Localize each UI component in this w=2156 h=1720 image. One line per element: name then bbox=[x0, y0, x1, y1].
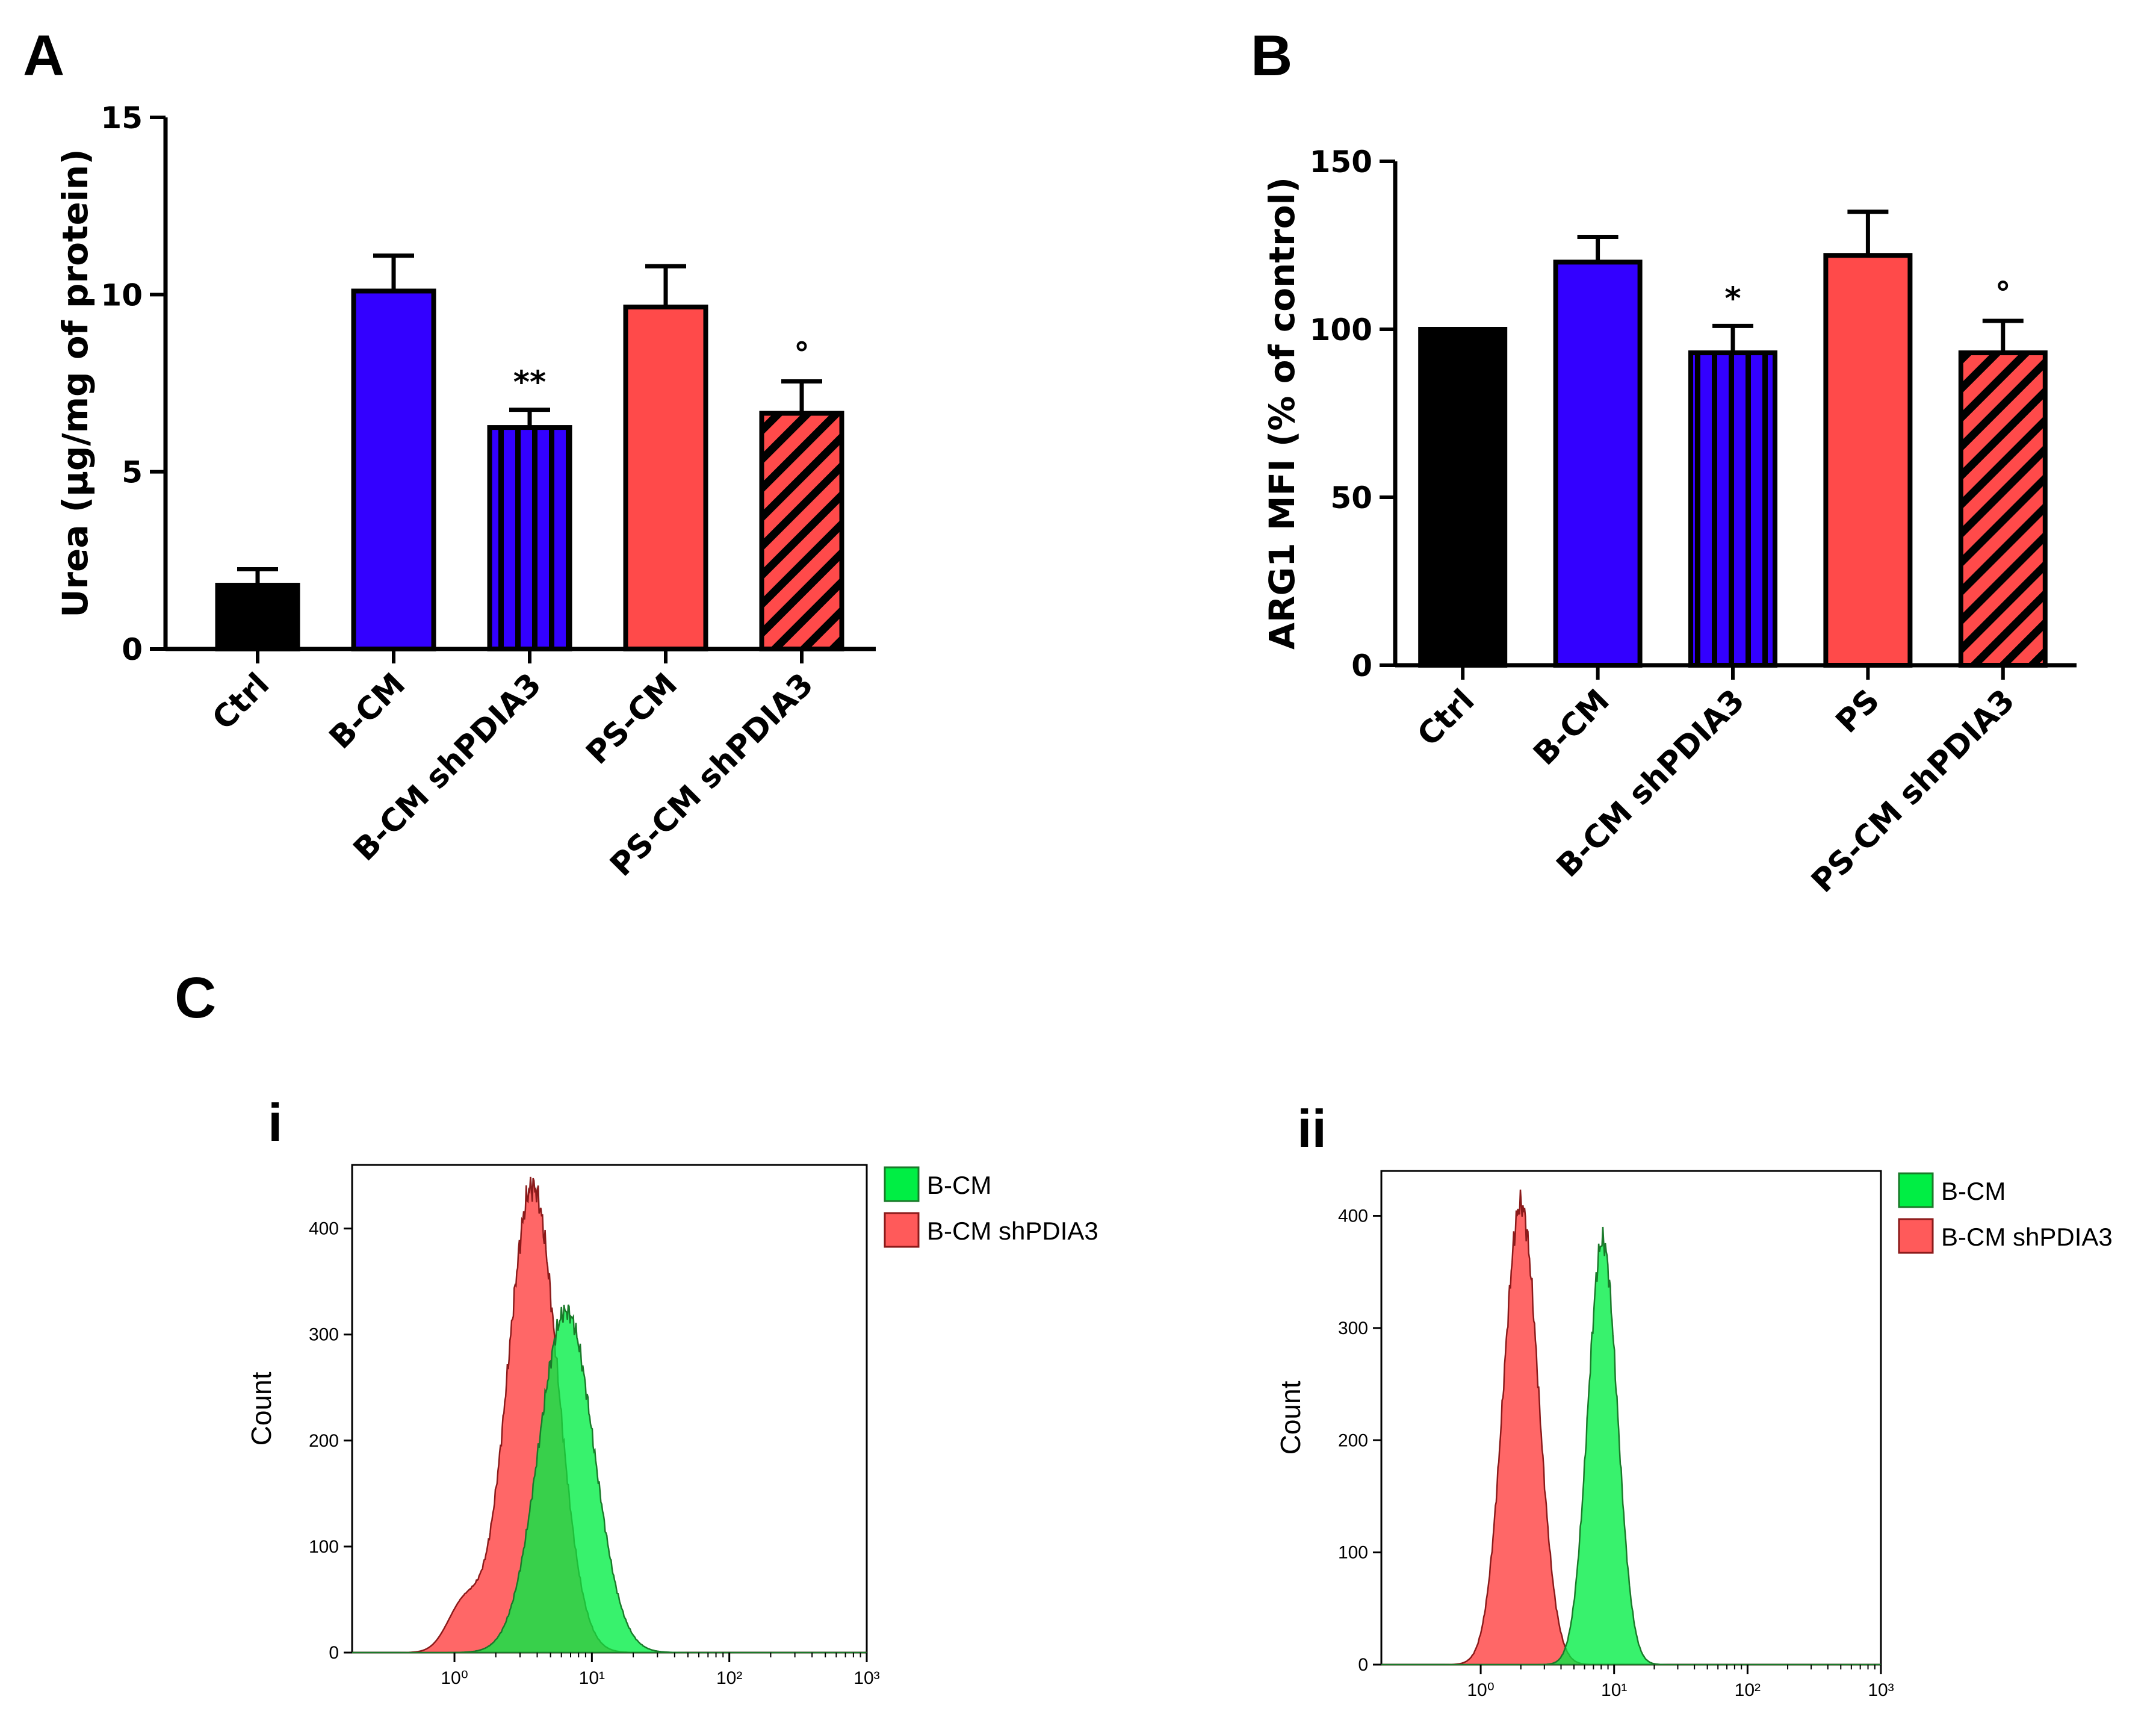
y-tick-label: 300 bbox=[309, 1325, 339, 1345]
y-tick-label: 0 bbox=[1351, 648, 1372, 683]
x-tick-label: 10² bbox=[1735, 1680, 1761, 1700]
y-axis-label: ARG1 MFI (% of control) bbox=[1262, 177, 1303, 650]
category-label: B-CM bbox=[1527, 683, 1617, 772]
legend-swatch bbox=[884, 1166, 920, 1202]
subpanel-label: ii bbox=[1297, 1099, 1327, 1158]
y-tick-label: 0 bbox=[122, 632, 143, 667]
legend-label: B-CM shPDIA3 bbox=[1941, 1223, 2113, 1251]
y-tick-label: 5 bbox=[122, 455, 143, 490]
category-label: Ctrl bbox=[1411, 683, 1482, 754]
y-tick-label: 400 bbox=[1338, 1206, 1368, 1226]
bar bbox=[487, 425, 572, 651]
x-tick-label: 10⁰ bbox=[1467, 1680, 1494, 1700]
significance-marker: ° bbox=[794, 337, 810, 373]
legend-label: B-CM shPDIA3 bbox=[927, 1217, 1098, 1245]
significance-marker: ** bbox=[513, 365, 546, 401]
bar bbox=[1688, 350, 1777, 668]
y-tick-label: 15 bbox=[101, 101, 143, 135]
y-tick-label: 300 bbox=[1338, 1318, 1368, 1338]
bar bbox=[759, 411, 844, 652]
subpanel-label: i bbox=[268, 1093, 282, 1152]
y-axis-label: Count bbox=[246, 1371, 277, 1445]
y-tick-label: 0 bbox=[329, 1643, 339, 1663]
panel-label-a: A bbox=[23, 23, 64, 88]
category-label: Ctrl bbox=[205, 666, 276, 737]
panel-label-c: C bbox=[175, 966, 216, 1030]
y-tick-label: 200 bbox=[309, 1431, 339, 1451]
y-axis-label: Urea (µg/mg of protein) bbox=[55, 149, 96, 617]
x-tick-label: 10¹ bbox=[1601, 1680, 1627, 1700]
legend-label: B-CM bbox=[927, 1171, 991, 1199]
bar bbox=[215, 583, 300, 651]
x-tick-label: 10⁰ bbox=[441, 1668, 468, 1688]
x-tick-label: 10² bbox=[716, 1668, 742, 1688]
significance-marker: ° bbox=[1995, 276, 2011, 312]
legend-swatch bbox=[884, 1212, 920, 1248]
x-tick-label: 10³ bbox=[1868, 1680, 1894, 1700]
histogram-panel-i: i 0 100 200 300 400 10⁰ 10¹ 10² 10³ Count B-CM B-CM … bbox=[246, 1093, 1098, 1688]
category-label: PS bbox=[1829, 683, 1887, 740]
legend-swatch bbox=[1898, 1218, 1934, 1254]
y-tick-label: 150 bbox=[1310, 144, 1372, 179]
y-tick-label: 400 bbox=[309, 1219, 339, 1239]
plot-frame bbox=[1380, 1170, 1882, 1666]
category-label: B-CM bbox=[323, 666, 412, 756]
bar bbox=[1958, 350, 2048, 668]
y-tick-label: 200 bbox=[1338, 1430, 1368, 1450]
y-tick-label: 100 bbox=[309, 1537, 339, 1557]
category-label: PS-CM bbox=[579, 666, 684, 772]
bar bbox=[1823, 253, 1913, 668]
y-tick-label: 10 bbox=[101, 278, 143, 312]
panel-label-b: B bbox=[1251, 23, 1292, 88]
y-tick-label: 100 bbox=[1338, 1543, 1368, 1563]
histogram-panel-ii: ii 0 100 200 300 400 10⁰ 10¹ 10² 10³ Count B-CM B-CM… bbox=[1275, 1099, 2113, 1700]
bar bbox=[623, 304, 708, 652]
significance-marker: * bbox=[1724, 281, 1741, 317]
legend-label: B-CM bbox=[1941, 1177, 2006, 1205]
y-tick-label: 100 bbox=[1310, 312, 1372, 347]
bar bbox=[1553, 259, 1643, 668]
y-tick-label: 0 bbox=[1358, 1655, 1368, 1675]
x-tick-label: 10¹ bbox=[579, 1668, 605, 1688]
x-tick-label: 10³ bbox=[853, 1668, 879, 1688]
legend-swatch bbox=[1898, 1172, 1934, 1208]
bar bbox=[351, 288, 436, 651]
histogram-b-cm bbox=[352, 1304, 867, 1654]
y-tick-label: 50 bbox=[1330, 480, 1372, 515]
histogram-b-cm bbox=[1381, 1226, 1881, 1666]
bar bbox=[1418, 327, 1508, 668]
y-axis-label: Count bbox=[1275, 1380, 1306, 1455]
